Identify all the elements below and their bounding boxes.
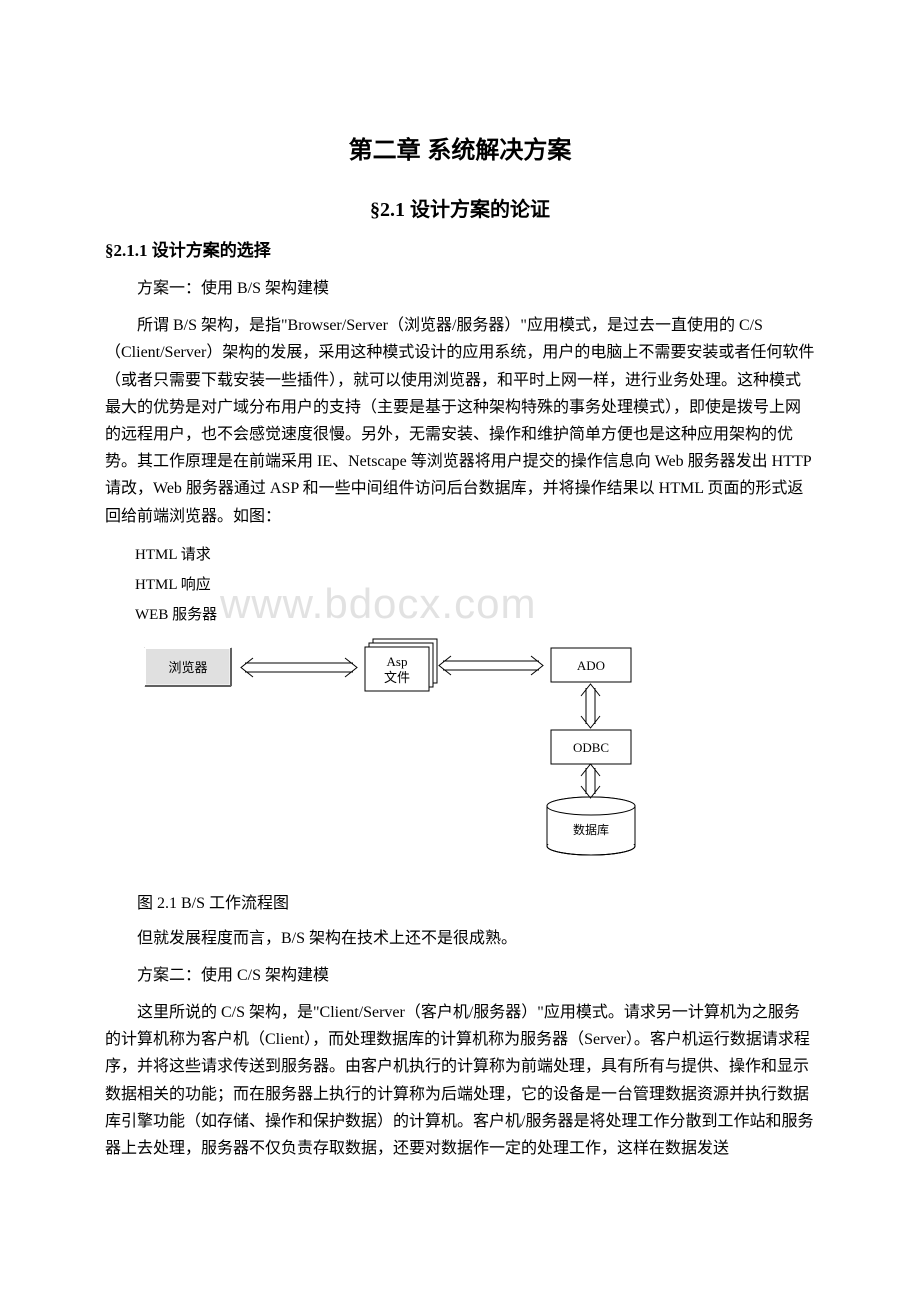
edge-browser-asp [241, 658, 357, 677]
figure-caption: 图 2.1 B/S 工作流程图 [137, 889, 815, 913]
figure-pre-labels: HTML 请求 HTML 响应 WEB 服务器 [135, 540, 815, 630]
plan1-conclusion: 但就发展程度而言，B/S 架构在技术上还不是很成熟。 [105, 925, 815, 952]
edge-ado-odbc [581, 684, 600, 728]
fig-label-2: HTML 响应 [135, 570, 815, 600]
node-db: 数据库 [547, 797, 635, 855]
edge-asp-ado [439, 656, 543, 675]
section-title: §2.1 设计方案的论证 [105, 193, 815, 222]
fig-label-1: HTML 请求 [135, 540, 815, 570]
node-ado-label: ADO [577, 658, 605, 673]
node-asp-label1: Asp [387, 654, 408, 669]
chapter-title: 第二章 系统解决方案 [105, 130, 815, 165]
bs-flowchart: 浏览器 Asp 文件 ADO ODBC 数据库 [137, 636, 815, 871]
subsection-title: §2.1.1 设计方案的选择 [105, 236, 815, 261]
flowchart-svg: 浏览器 Asp 文件 ADO ODBC 数据库 [137, 636, 677, 866]
node-asp-label2: 文件 [384, 670, 410, 685]
fig-label-3: WEB 服务器 [135, 600, 815, 630]
plan2-body: 这里所说的 C/S 架构，是"Client/Server（客户机/服务器）"应用… [105, 999, 815, 1162]
plan1-body: 所谓 B/S 架构，是指"Browser/Server（浏览器/服务器）"应用模… [105, 312, 815, 530]
plan1-label: 方案一：使用 B/S 架构建模 [105, 275, 815, 302]
node-db-label: 数据库 [573, 822, 609, 837]
node-browser-label: 浏览器 [168, 660, 207, 675]
node-odbc-label: ODBC [573, 740, 609, 755]
plan2-label: 方案二：使用 C/S 架构建模 [105, 962, 815, 989]
edge-odbc-db [581, 764, 600, 798]
